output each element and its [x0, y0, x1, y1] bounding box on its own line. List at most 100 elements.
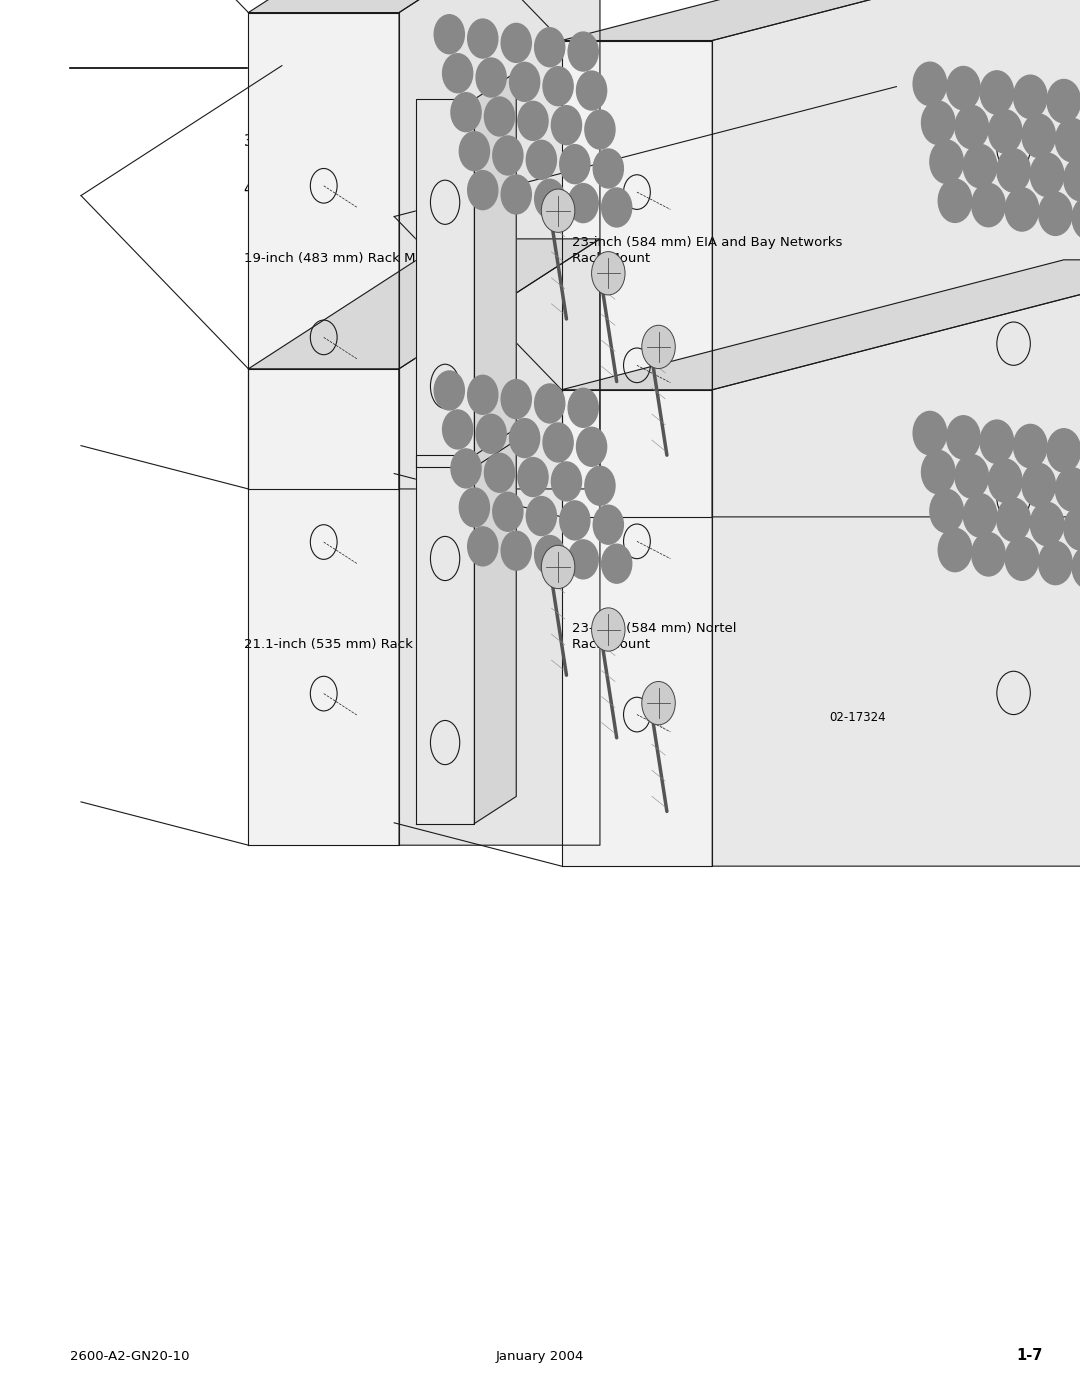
Circle shape — [443, 409, 473, 448]
Circle shape — [585, 467, 615, 506]
Circle shape — [476, 59, 507, 96]
Circle shape — [501, 531, 531, 570]
Text: 3.  Identify six flat-head screws (for 19-inch racks) or six machine screws (for: 3. Identify six flat-head screws (for 19… — [244, 134, 811, 170]
Circle shape — [501, 24, 531, 63]
Circle shape — [552, 462, 581, 502]
Circle shape — [585, 110, 615, 149]
Polygon shape — [562, 41, 713, 517]
Circle shape — [602, 545, 632, 583]
Circle shape — [592, 251, 625, 295]
Circle shape — [535, 384, 565, 423]
Circle shape — [1064, 158, 1080, 201]
Circle shape — [510, 63, 540, 102]
Circle shape — [568, 539, 598, 578]
Circle shape — [510, 419, 540, 458]
Circle shape — [568, 388, 598, 427]
Circle shape — [642, 326, 675, 369]
Circle shape — [946, 416, 981, 460]
Circle shape — [535, 28, 565, 67]
Circle shape — [1005, 187, 1039, 231]
Circle shape — [459, 488, 489, 527]
Circle shape — [593, 506, 623, 545]
Circle shape — [468, 170, 498, 210]
Circle shape — [1072, 546, 1080, 590]
Circle shape — [972, 532, 1005, 576]
Polygon shape — [248, 239, 600, 369]
Circle shape — [1055, 468, 1080, 511]
Circle shape — [1013, 75, 1048, 119]
Text: 23-inch (584 mm) Nortel
Rack Mount: 23-inch (584 mm) Nortel Rack Mount — [572, 622, 737, 651]
Circle shape — [468, 376, 498, 415]
Circle shape — [459, 131, 489, 170]
Circle shape — [485, 453, 514, 492]
Circle shape — [1072, 197, 1080, 240]
Circle shape — [1030, 154, 1064, 197]
Polygon shape — [474, 429, 516, 823]
Circle shape — [468, 527, 498, 566]
Circle shape — [518, 458, 548, 496]
Circle shape — [526, 140, 556, 179]
Circle shape — [577, 71, 607, 110]
Polygon shape — [713, 260, 1080, 866]
Polygon shape — [248, 369, 400, 845]
Circle shape — [518, 102, 548, 140]
Circle shape — [492, 492, 523, 531]
Circle shape — [434, 372, 464, 409]
Polygon shape — [416, 455, 474, 823]
Circle shape — [930, 489, 963, 532]
Circle shape — [914, 63, 946, 106]
Polygon shape — [248, 13, 400, 489]
Circle shape — [485, 96, 514, 136]
Circle shape — [1048, 429, 1080, 472]
Polygon shape — [474, 73, 516, 467]
Circle shape — [501, 175, 531, 214]
Circle shape — [602, 189, 632, 226]
Text: 4.  Attach the brackets appropriate to your rack size. Tighten all screws firmly: 4. Attach the brackets appropriate to yo… — [244, 182, 819, 197]
Circle shape — [642, 682, 675, 725]
Polygon shape — [400, 239, 600, 845]
Polygon shape — [562, 390, 713, 866]
Circle shape — [593, 149, 623, 189]
Circle shape — [946, 67, 981, 110]
Polygon shape — [713, 0, 1080, 517]
Circle shape — [997, 497, 1030, 541]
Circle shape — [543, 423, 573, 462]
Circle shape — [476, 415, 507, 453]
Circle shape — [526, 496, 556, 535]
Circle shape — [963, 144, 997, 187]
Circle shape — [930, 140, 963, 183]
Circle shape — [568, 32, 598, 71]
Circle shape — [981, 420, 1014, 464]
Circle shape — [1039, 541, 1072, 584]
Circle shape — [988, 110, 1022, 154]
Circle shape — [559, 502, 590, 539]
Circle shape — [568, 183, 598, 222]
Circle shape — [501, 380, 531, 419]
Circle shape — [939, 528, 972, 571]
Text: 21.1-inch (535 mm) Rack Mount: 21.1-inch (535 mm) Rack Mount — [244, 638, 459, 651]
Polygon shape — [562, 0, 1080, 41]
Circle shape — [1013, 425, 1048, 468]
Circle shape — [988, 460, 1022, 503]
Circle shape — [451, 448, 481, 488]
Circle shape — [1005, 536, 1039, 580]
Text: 02-17324: 02-17324 — [829, 711, 886, 724]
Circle shape — [972, 183, 1005, 226]
Circle shape — [921, 101, 955, 144]
Circle shape — [1039, 193, 1072, 235]
Circle shape — [577, 427, 607, 467]
Circle shape — [535, 179, 565, 218]
Polygon shape — [416, 99, 474, 467]
Circle shape — [443, 53, 473, 92]
Circle shape — [1048, 80, 1080, 123]
Polygon shape — [562, 260, 1080, 390]
Text: 23-inch (584 mm) EIA and Bay Networks
Rack Mount: 23-inch (584 mm) EIA and Bay Networks Ra… — [572, 236, 842, 265]
Circle shape — [963, 493, 997, 536]
Circle shape — [451, 92, 481, 131]
Circle shape — [543, 67, 573, 106]
Circle shape — [981, 71, 1014, 115]
Circle shape — [914, 411, 946, 455]
Circle shape — [921, 450, 955, 493]
Circle shape — [559, 145, 590, 183]
Circle shape — [434, 15, 464, 53]
